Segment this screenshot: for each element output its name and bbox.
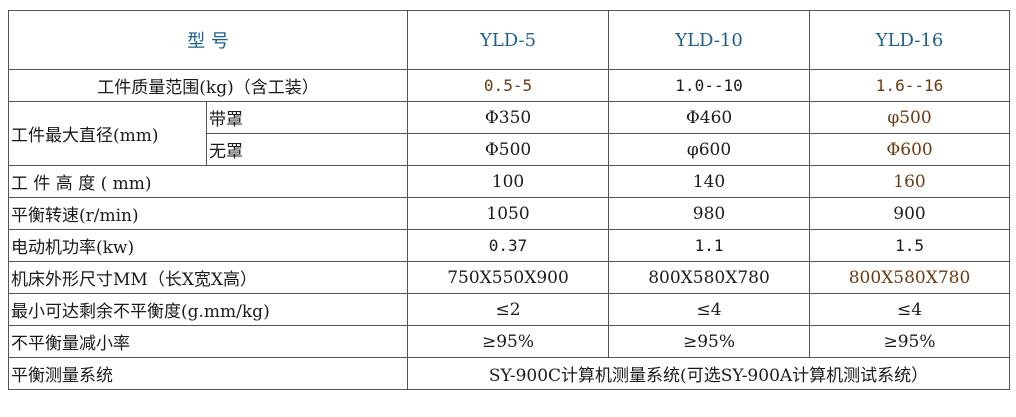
row-label-motor-power: 电动机功率(kw)	[7, 229, 409, 262]
table-row: 平衡转速(r/min) 1050 980 900	[7, 197, 1011, 230]
model-yld-10: YLD-10	[608, 10, 811, 70]
table-row: 最小可达剩余不平衡度(g.mm/kg) ≤2 ≤4 ≤4	[7, 293, 1011, 326]
table-row: 平衡测量系统 SY-900C计算机测量系统(可选SY-900A计算机测试系统）	[7, 357, 1011, 390]
row-label-workpiece-mass: 工件质量范围(kg)（含工装）	[7, 69, 409, 102]
cell-value: 750X550X900	[407, 261, 610, 294]
table-row: 工件最大直径(mm) 带罩 Φ350 Φ460 φ500	[8, 101, 1011, 166]
table-row: 工件质量范围(kg)（含工装） 0.5-5 1.0--10 1.6--16	[7, 69, 1011, 102]
cell-value: φ500	[809, 101, 1011, 134]
row-label-reduction-rate: 不平衡量减小率	[7, 325, 409, 358]
table-row: 不平衡量减小率 ≥95% ≥95% ≥95%	[7, 325, 1011, 358]
table-row: 无罩 Φ500 φ600 Φ600	[9, 133, 1011, 166]
row-label-max-diameter: 工件最大直径(mm)	[8, 101, 207, 166]
cell-value: 1.0--10	[608, 69, 811, 102]
cell-value: ≥95%	[407, 325, 610, 358]
cell-value: Φ460	[608, 101, 811, 134]
cell-value: 1.1	[608, 229, 811, 262]
model-label: 型 号	[7, 10, 409, 70]
model-yld-16: YLD-16	[809, 10, 1011, 70]
cell-value: ≥95%	[809, 325, 1011, 358]
cell-value: 1050	[407, 197, 610, 230]
cell-value: 800X580X780	[809, 261, 1011, 294]
cell-value: ≤4	[608, 293, 811, 326]
cell-value: Φ350	[407, 101, 610, 134]
cell-value: 900	[809, 197, 1011, 230]
model-yld-5: YLD-5	[407, 10, 610, 70]
row-label-dimensions: 机床外形尺寸MM（长X宽X高）	[7, 261, 409, 294]
cell-value: 800X580X780	[608, 261, 811, 294]
cell-value: ≤2	[407, 293, 610, 326]
row-label-min-residual: 最小可达剩余不平衡度(g.mm/kg)	[7, 293, 409, 326]
cell-value: 160	[809, 165, 1011, 198]
table-row: 电动机功率(kw) 0.37 1.1 1.5	[7, 229, 1011, 262]
cell-value: Φ600	[809, 133, 1011, 166]
spec-table: 型 号 YLD-5 YLD-10 YLD-16 工件质量范围(kg)（含工装） …	[7, 10, 1011, 390]
cell-value-measurement-system: SY-900C计算机测量系统(可选SY-900A计算机测试系统）	[407, 357, 1011, 390]
header-row: 型 号 YLD-5 YLD-10 YLD-16	[7, 10, 1011, 70]
sub-label-without-cover: 无罩	[205, 133, 409, 166]
cell-value: 1.5	[809, 229, 1011, 262]
row-label-height: 工 件 高 度 ( mm)	[7, 165, 409, 198]
table-row: 机床外形尺寸MM（长X宽X高） 750X550X900 800X580X780 …	[7, 261, 1011, 294]
cell-value: 100	[407, 165, 610, 198]
cell-value: 0.5-5	[407, 69, 610, 102]
cell-value: ≥95%	[608, 325, 811, 358]
sub-label-with-cover: 带罩	[205, 101, 409, 134]
row-label-speed: 平衡转速(r/min)	[7, 197, 409, 230]
table-row: 工 件 高 度 ( mm) 100 140 160	[7, 165, 1011, 198]
cell-value: 980	[608, 197, 811, 230]
row-label-measurement-system: 平衡测量系统	[7, 357, 409, 390]
cell-value: 0.37	[407, 229, 610, 262]
cell-value: 1.6--16	[809, 69, 1011, 102]
cell-value: φ600	[608, 133, 811, 166]
cell-value: 140	[608, 165, 811, 198]
cell-value: ≤4	[809, 293, 1011, 326]
cell-value: Φ500	[407, 133, 610, 166]
